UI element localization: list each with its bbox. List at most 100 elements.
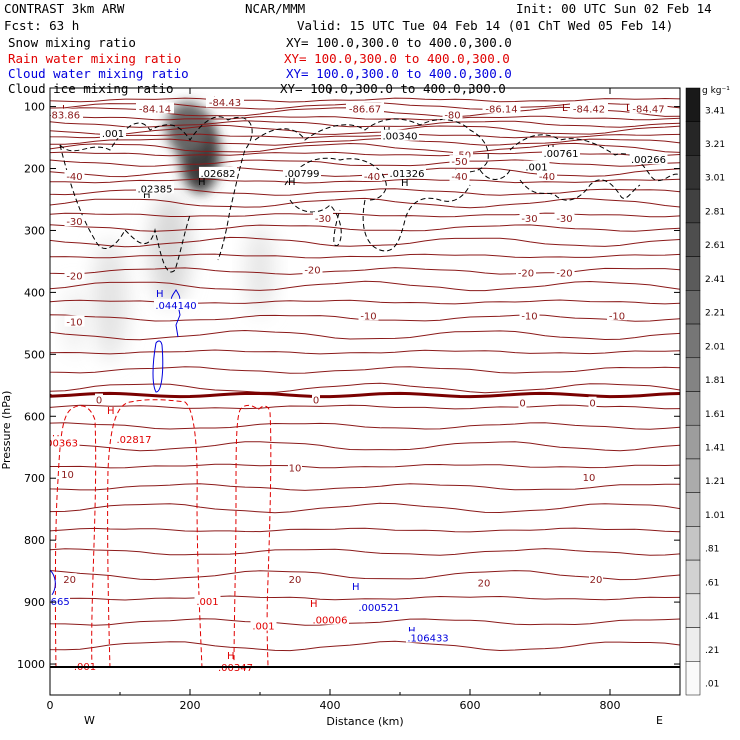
temperature-label-bg [482,102,521,114]
high-marker: H [198,177,206,188]
temperature-label: -83.86 [48,111,80,122]
snow-label-bg [629,153,668,165]
isotherm-line [50,236,680,248]
org-label: NCAR/MMM [245,1,305,16]
temperature-label: 0 [589,399,595,410]
colorbar-label: 2.21 [705,309,725,319]
temperature-label: -30 [315,214,331,225]
temperature-label-bg [582,470,596,482]
snow-streak-1 [150,195,190,305]
isotherm-line [50,212,680,218]
x-tick-label: 200 [180,699,201,712]
snow-label-bg [283,166,321,178]
cloud-water-contour-3 [152,340,164,393]
temperature-label: -40 [539,172,555,183]
colorbar-swatch [685,391,701,426]
temperature-label-bg [346,102,384,114]
isotherm-line [50,178,680,184]
temperature-label: -10 [66,318,82,329]
valid-time: Valid: 15 UTC Tue 04 Feb 14 (01 ChT Wed … [297,18,673,33]
high-marker: H [156,289,164,300]
temperature-label-bg [64,315,85,327]
temperature-label: 20 [590,575,603,586]
temperature-label-bg [206,96,244,108]
y-tick-label: 500 [24,348,45,361]
isotherm-line [50,569,680,581]
temperature-label-bg [64,215,85,227]
temperature-label: -20 [304,265,320,276]
temperature-label: 20 [63,575,76,586]
snow-label-bg [381,129,419,141]
temperature-label: -40 [364,172,380,183]
temperature-label: -40 [451,172,467,183]
figure-header: CONTRAST 3km ARW NCAR/MMM Init: 00 UTC S… [4,1,712,96]
temperature-label: -30 [66,217,82,228]
colorbar-label: 3.41 [705,106,725,116]
temperature-label-bg [313,212,333,224]
field-xy-snow: XY= 100.0,300.0 to 400.0,300.0 [286,35,512,50]
colorbar-swatch [685,458,701,493]
cloud-water-label: .044140 [155,301,196,312]
temperature-label-bg [554,212,575,224]
y-tick-label: 800 [24,534,45,547]
colorbar-label: 1.01 [705,511,725,521]
y-tick-label: 400 [24,286,45,299]
cloud-water-label-bg [50,594,70,606]
colorbar-label: 3.21 [705,140,725,150]
plot-area: L L L L L L L L H H H H H H H H H H H H … [44,95,680,674]
rain-label-bg [50,436,80,448]
snow-label: .00761 [544,149,579,160]
colorbar-label: 1.61 [705,410,725,420]
colorbar-label: 1.81 [705,376,725,386]
snow-label-bg [523,160,550,172]
temperature-label-bg [570,102,608,114]
isotherm-line [50,527,680,533]
temperature-label-bg [442,108,463,120]
colorbar-label: .81 [705,545,719,555]
isotherm-line [50,422,680,430]
snow-contour-east-2 [519,179,641,201]
isotherm-line [50,463,680,469]
temperature-label: -30 [556,214,572,225]
isotherm-line [50,166,680,178]
isotherm-line [50,299,680,305]
isotherm-line [50,349,680,355]
colorbar-swatch [685,87,701,122]
snow-label: .001 [525,163,547,174]
temperature-label: 20 [289,575,302,586]
isotherm-line [50,142,680,154]
cloud-water-label: 5665 [44,597,69,608]
temperature-label-bg [50,108,83,120]
temperature-label-bg [554,266,575,278]
temperature-label: 20 [478,578,491,589]
rain-label-bg [311,613,349,625]
snow-label: .01326 [390,169,425,180]
temperature-label-bg [629,102,668,114]
isotherm-line [50,280,680,292]
x-tick-label: 600 [460,699,481,712]
rain-label-bg [250,619,277,631]
temperature-label-bg [453,148,473,160]
isotherm-line [50,548,680,556]
snow-label-bg [388,166,426,178]
snow-contour-mid-2 [284,157,387,201]
colorbar-swatch [685,188,701,224]
snow-label: .02385 [138,184,173,195]
rain-contour-2 [107,399,203,669]
temperature-label-bg [95,393,103,405]
snow-label-bg [542,147,580,159]
high-marker: H [143,190,151,201]
snow-label: .00266 [631,155,666,166]
temperature-label-bg [362,169,382,181]
colorbar-swatch [685,155,701,190]
temperature-label-bg [516,266,536,278]
snow-label: .00340 [383,132,418,143]
field-name-cloud-water: Cloud water mixing ratio [8,66,189,81]
colorbar-label: .41 [705,612,719,622]
temperature-label: -10 [360,311,376,322]
temperature-isotherms [50,97,680,652]
y-tick-label: 600 [24,410,45,423]
snow-contour-mid-4 [289,199,342,247]
x-tick-label: 0 [47,699,54,712]
